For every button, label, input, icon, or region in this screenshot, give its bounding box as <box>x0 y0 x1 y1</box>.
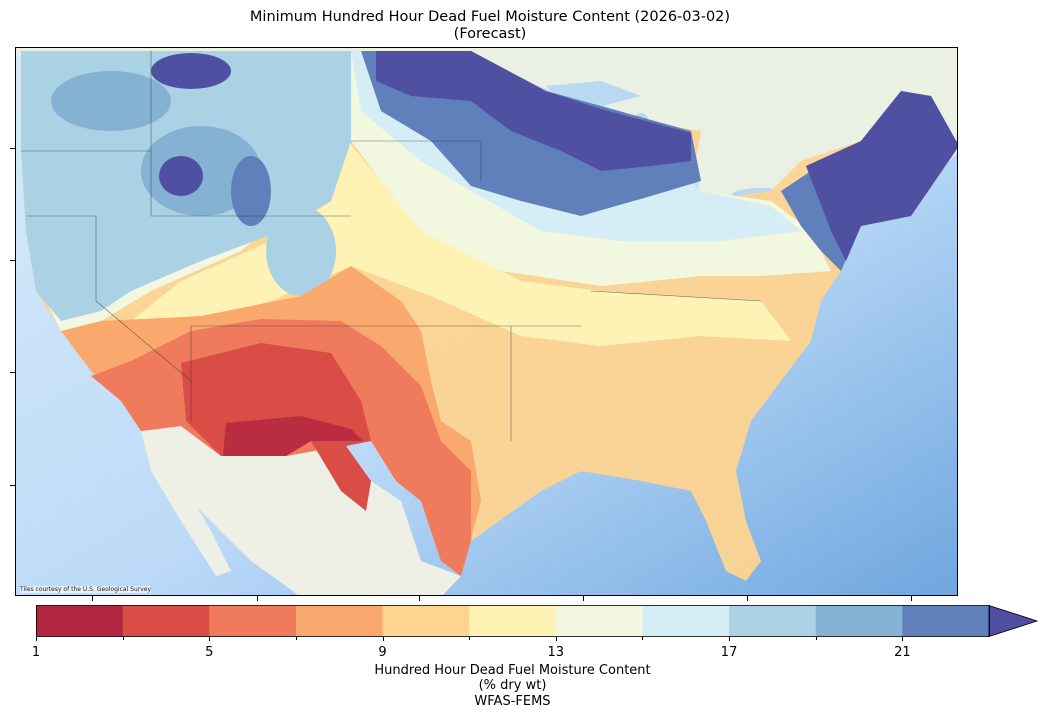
canada-land <box>16 48 957 231</box>
colorbar-bin <box>642 605 730 637</box>
state-borders <box>21 51 762 441</box>
colorbar-source: WFAS-FEMS <box>474 694 551 709</box>
colorbar-minor-tick <box>642 637 644 640</box>
colorbar-outline <box>36 605 990 637</box>
colorbar-tick-label: 21 <box>894 645 911 660</box>
fuel-moisture-13-15 <box>41 51 831 331</box>
colorbar-minor-tick <box>815 637 817 640</box>
fuel-moisture-17-19-colorado <box>266 206 336 296</box>
colorbar-extend-arrow <box>988 605 1038 637</box>
y-tick <box>10 485 15 486</box>
colorbar-tick-label: 1 <box>31 645 41 660</box>
colorbar-bin <box>122 605 210 637</box>
colorbar-bin <box>209 605 297 637</box>
colorbar-bin <box>295 605 384 637</box>
colorbar-tick-label: 13 <box>547 645 565 660</box>
y-tick <box>10 372 15 373</box>
colorbar-label: Hundred Hour Dead Fuel Moisture Content <box>374 663 651 678</box>
x-tick <box>911 596 912 601</box>
fuel-moisture-over-23-north-rockies <box>151 53 231 89</box>
colorbar-minor-tick <box>469 637 471 640</box>
colorbar-tick-label: 9 <box>378 645 387 660</box>
colorbar-tick-label: 17 <box>720 645 738 660</box>
fuel-moisture-over-23-northeast <box>806 91 957 261</box>
fuel-moisture-1-3 <box>223 416 363 456</box>
colorbar-minor-tick <box>295 637 297 640</box>
colorbar-tick-mark <box>729 637 731 641</box>
colorbar-bin <box>729 605 817 637</box>
colorbar-tick-mark <box>382 637 384 641</box>
colorbar-bin <box>902 605 990 637</box>
x-tick <box>257 596 258 601</box>
tile-attribution: Tiles courtesy of the U.S. Geological Su… <box>20 586 152 593</box>
colorbar-minor-tick <box>122 637 124 640</box>
x-tick <box>92 596 93 601</box>
mexico-land <box>141 426 461 595</box>
colorbar-tick-mark <box>209 637 211 641</box>
y-tick <box>10 260 15 261</box>
map-canvas <box>16 48 957 595</box>
colorbar-units: (% dry wt) <box>478 678 547 693</box>
colorbar-bin <box>469 605 557 637</box>
colorbar-bin <box>815 605 903 637</box>
colorbar <box>36 605 1038 637</box>
fuel-moisture-19-21-washington <box>51 71 171 131</box>
colorbar-tick-mark <box>555 637 557 641</box>
colorbar-tick-mark <box>902 637 904 641</box>
fuel-moisture-21-23-montana <box>231 156 271 226</box>
colorbar-tick-label: 5 <box>205 645 214 660</box>
colorbar-tick-mark <box>36 637 37 641</box>
colorbar-bin <box>555 605 643 637</box>
x-tick <box>747 596 748 601</box>
fuel-moisture-over-23-great-lakes <box>376 51 691 171</box>
y-tick <box>10 148 15 149</box>
map-panel[interactable]: Tiles courtesy of the U.S. Geological Su… <box>15 47 958 596</box>
colorbar-bin <box>382 605 470 637</box>
baja-california <box>141 431 231 576</box>
fuel-moisture-over-23-idaho <box>159 156 203 196</box>
x-tick <box>583 596 584 601</box>
chart-subtitle: (Forecast) <box>453 26 527 42</box>
x-tick <box>419 596 420 601</box>
colorbar-bin <box>36 605 124 637</box>
chart-title: Minimum Hundred Hour Dead Fuel Moisture … <box>249 9 731 25</box>
